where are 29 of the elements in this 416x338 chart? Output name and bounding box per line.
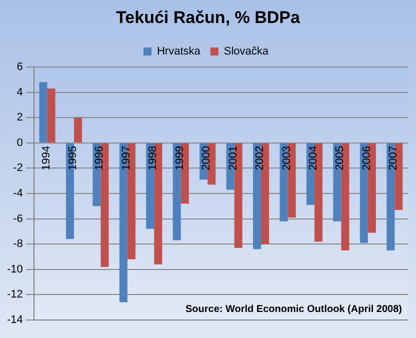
y-tick-label: -12 [6,288,23,301]
x-tick-label: 2007 [388,146,400,170]
chart-title: Tekući Račun, % BDPa [115,7,301,29]
annotation: Source: World Economic Outlook (April 2008) [185,304,402,315]
y-tick-label: -4 [13,188,23,200]
x-tick-label: 2001 [227,146,240,170]
x-tick-label: 2004 [308,146,320,170]
x-tick-label: 2002 [254,146,266,170]
x-tick-label: 2000 [200,146,213,170]
y-tick-label: 6 [16,61,23,74]
y-tick-label: -2 [13,162,23,174]
x-tick-label: 1999 [174,146,186,170]
y-tick-label: 4 [16,86,23,98]
y-tick-label: -6 [13,212,23,225]
y-tick-label: 2 [16,112,23,124]
y-tick-label: -14 [6,314,23,326]
x-tick-label: 2006 [360,146,373,170]
x-tick-label: 1998 [147,146,160,170]
x-tick-label: 1996 [94,146,106,170]
x-tick-label: 1997 [120,146,132,170]
x-tick-label: 2003 [280,146,293,170]
y-tick-label: 0 [16,136,23,149]
x-tick-label: 2005 [334,146,346,170]
legend-label: Slovačka [224,46,270,58]
legend-label: Hrvatska [156,46,202,58]
x-tick-label: 1995 [67,146,80,170]
y-tick-label: -10 [6,263,23,276]
y-tick-label: -8 [13,238,23,250]
x-tick-label: 1994 [40,146,52,170]
